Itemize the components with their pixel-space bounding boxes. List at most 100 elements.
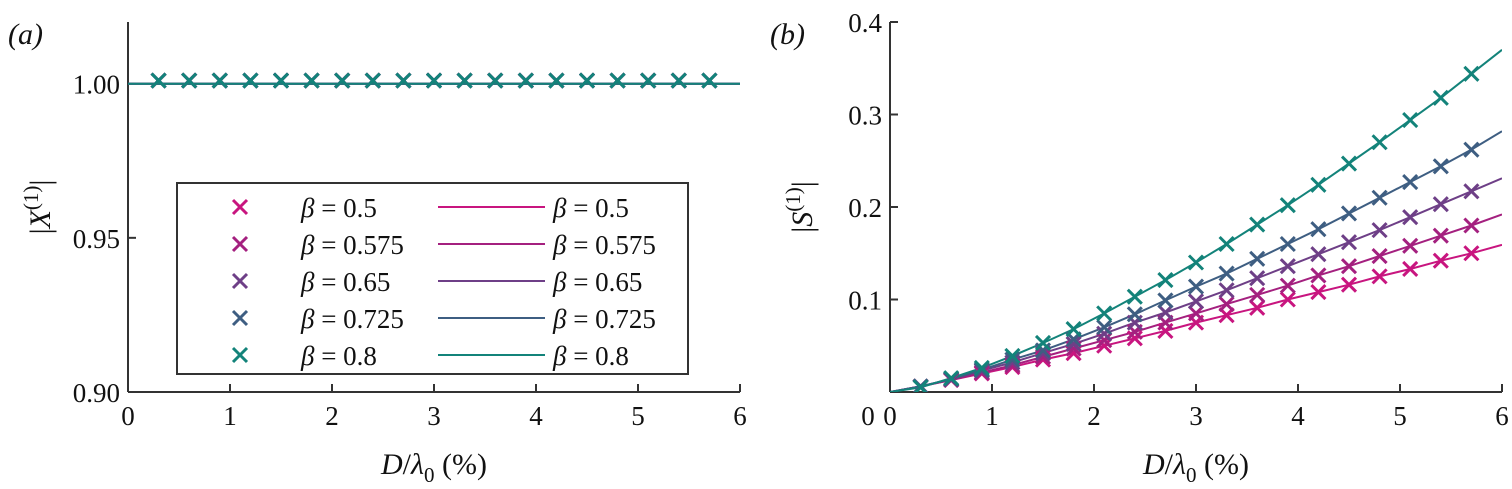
data-marker-cross-icon	[1371, 189, 1388, 206]
data-marker-cross-icon	[181, 72, 198, 89]
data-marker-cross-icon	[670, 72, 687, 89]
data-marker-cross-icon	[1340, 205, 1358, 222]
legend-line-label: β = 0.8	[552, 341, 629, 371]
data-marker-cross-icon	[701, 72, 718, 89]
data-marker-cross-icon	[1310, 267, 1327, 284]
data-marker-cross-icon	[1096, 337, 1113, 354]
data-marker-cross-icon	[1310, 246, 1327, 263]
data-marker-cross-icon	[1096, 319, 1113, 336]
legend-line-label: β = 0.725	[552, 304, 656, 334]
data-marker-cross-icon	[1249, 216, 1266, 233]
data-marker-cross-icon	[1249, 270, 1266, 287]
data-marker-cross-icon	[1004, 354, 1021, 371]
data-marker-cross-icon	[1249, 299, 1266, 316]
data-marker-cross-icon	[425, 72, 443, 89]
data-marker-cross-icon	[364, 72, 381, 89]
data-marker-cross-icon	[1157, 292, 1174, 309]
data-marker-cross-icon	[1402, 237, 1419, 254]
data-marker-cross-icon	[1402, 260, 1419, 278]
data-marker-cross-icon	[1279, 277, 1296, 294]
data-marker-cross-icon	[1157, 304, 1174, 321]
x-tick-label: 0	[883, 401, 897, 431]
data-marker-cross-icon	[1279, 291, 1296, 308]
data-marker-cross-icon	[1218, 235, 1235, 253]
data-marker-cross-icon	[943, 370, 960, 387]
data-marker-cross-icon	[150, 72, 167, 89]
data-marker-cross-icon	[1065, 321, 1082, 338]
data-marker-cross-icon	[1463, 183, 1480, 200]
data-marker-cross-icon	[303, 72, 320, 89]
data-marker-cross-icon	[1218, 296, 1235, 313]
y-tick-label: 0.2	[848, 193, 882, 223]
data-marker-cross-icon	[1340, 155, 1358, 172]
data-marker-cross-icon	[456, 72, 473, 89]
data-marker-cross-icon	[1249, 250, 1266, 267]
data-marker-cross-icon	[272, 72, 290, 89]
y-tick-label: 0.4	[848, 8, 882, 38]
panel-b-label: (b)	[770, 18, 805, 51]
data-marker-cross-icon	[609, 72, 626, 89]
panel-a-label: (a)	[8, 18, 43, 51]
data-marker-cross-icon	[548, 72, 565, 89]
x-tick-label: 0	[121, 401, 135, 431]
y-tick-label: 0.1	[848, 286, 882, 316]
data-marker-cross-icon	[1096, 332, 1113, 349]
legend-marker-cross-icon	[231, 309, 249, 327]
data-marker-cross-icon	[1249, 286, 1266, 303]
data-marker-cross-icon	[1279, 235, 1296, 253]
legend-line-label: β = 0.65	[552, 267, 642, 297]
x-tick-label: 4	[1291, 401, 1305, 431]
data-marker-cross-icon	[640, 72, 657, 89]
data-marker-cross-icon	[1371, 268, 1388, 285]
x-tick-label: 2	[1087, 401, 1101, 431]
data-marker-cross-icon	[1463, 217, 1480, 234]
series-line	[890, 49, 1502, 392]
y-tick-label: 0.90	[73, 378, 120, 408]
legend-marker-label: β = 0.65	[300, 267, 390, 297]
data-marker-cross-icon	[1432, 89, 1449, 106]
legend-marker-cross-icon	[231, 346, 249, 364]
data-marker-cross-icon	[211, 72, 228, 89]
legend: β = 0.5 β = 0.5 β = 0.575 β = 0.575 β = 0.65…	[176, 182, 689, 375]
x-tick-label: 5	[1393, 401, 1407, 431]
panel-a-chart: 0 1 2 3 4 5 6 0.90 0.95 1.00 (a) D/λ0 (%) |X(1)| β = …	[8, 18, 747, 487]
legend-marker-label: β = 0.725	[300, 304, 404, 334]
legend-marker-label: β = 0.8	[300, 341, 377, 371]
data-marker-cross-icon	[1034, 348, 1052, 365]
x-tick-label: 1	[223, 401, 237, 431]
y-tick-label-zero: 0	[861, 401, 875, 431]
data-marker-cross-icon	[1218, 282, 1235, 299]
data-marker-cross-icon	[242, 72, 259, 89]
legend-line-label: β = 0.5	[552, 193, 629, 223]
data-marker-cross-icon	[487, 72, 504, 89]
data-marker-cross-icon	[973, 359, 990, 377]
data-marker-cross-icon	[517, 72, 534, 89]
data-marker-cross-icon	[1126, 330, 1143, 347]
y-tick-label: 1.00	[73, 70, 120, 100]
data-marker-cross-icon	[1402, 111, 1419, 129]
x-tick-label: 6	[733, 401, 747, 431]
data-marker-cross-icon	[1218, 265, 1235, 282]
data-marker-cross-icon	[395, 72, 412, 89]
x-axis-label: D/λ0 (%)	[1142, 448, 1249, 487]
data-marker-cross-icon	[1340, 234, 1358, 251]
data-marker-cross-icon	[1371, 222, 1388, 239]
data-marker-cross-icon	[1126, 306, 1143, 323]
data-marker-cross-icon	[1096, 325, 1113, 342]
data-marker-cross-icon	[578, 72, 596, 89]
legend-line-label: β = 0.575	[552, 230, 656, 260]
x-tick-label: 3	[1189, 401, 1203, 431]
data-marker-cross-icon	[1004, 347, 1021, 364]
x-axis-label: D/λ0 (%)	[380, 448, 487, 487]
legend-marker-cross-icon	[231, 272, 249, 290]
data-marker-cross-icon	[1187, 278, 1205, 295]
data-marker-cross-icon	[1187, 305, 1205, 322]
data-marker-cross-icon	[1187, 254, 1205, 271]
y-axis-label: |S(1)|	[781, 181, 819, 233]
x-tick-label: 2	[325, 401, 339, 431]
legend-box	[176, 182, 689, 375]
x-tick-label: 3	[427, 401, 441, 431]
data-marker-cross-icon	[1340, 276, 1358, 293]
panel-b-chart: 0 1 2 3 4 5 6 0.1 0.2 0.3 0.4 0 (b) D/λ0 (%) |S(1)|	[770, 8, 1509, 487]
